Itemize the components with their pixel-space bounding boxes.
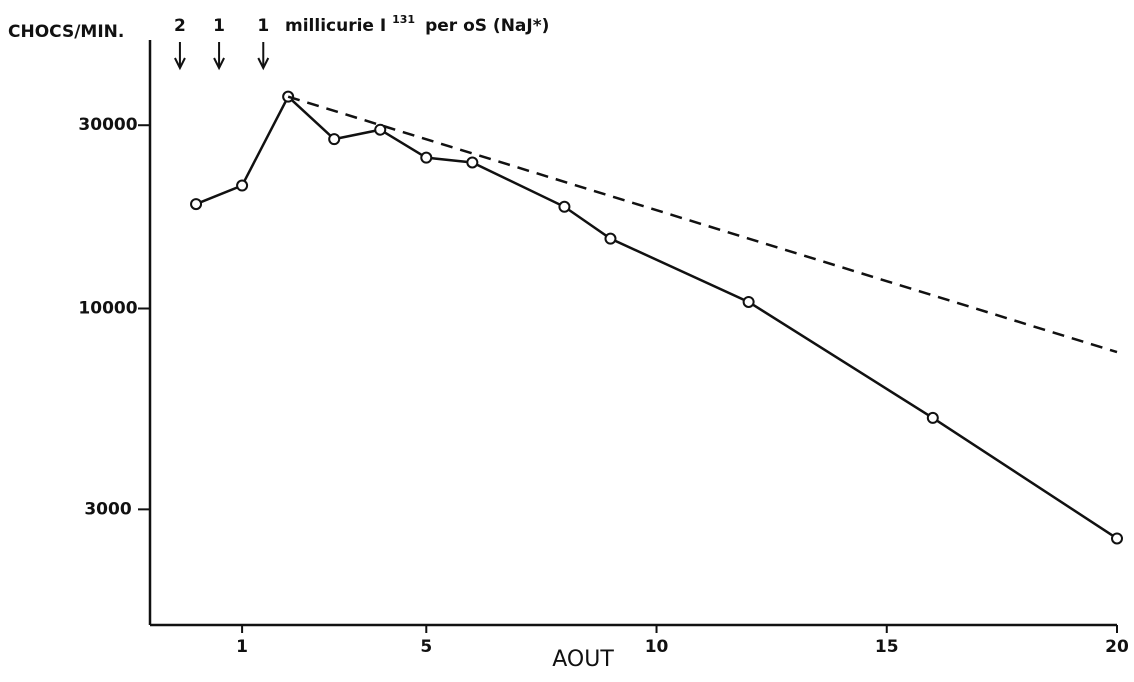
x-tick-label: 5 bbox=[420, 637, 432, 657]
point bbox=[604, 232, 617, 245]
dose-label: 1 bbox=[257, 16, 269, 36]
line bbox=[195, 94, 1118, 540]
dose-text: millicurie I bbox=[285, 16, 392, 36]
point bbox=[190, 198, 203, 211]
point bbox=[1111, 532, 1123, 545]
x-axis-label: AOUT bbox=[552, 647, 614, 672]
point bbox=[374, 123, 387, 136]
x-tick-label: 10 bbox=[645, 637, 669, 657]
x-tick-label: 1 bbox=[236, 637, 248, 657]
point bbox=[466, 156, 479, 169]
x-tick-label: 20 bbox=[1105, 637, 1129, 657]
dose-arrowhead bbox=[174, 57, 186, 71]
y-tick-label: 3000 bbox=[84, 499, 131, 519]
dashed-line bbox=[287, 95, 1118, 354]
point bbox=[926, 411, 939, 424]
point bbox=[742, 295, 755, 308]
y-axis-label: CHOCS/MIN. bbox=[8, 22, 124, 42]
dose-arrowhead bbox=[257, 57, 270, 71]
point bbox=[558, 200, 571, 213]
y-tick-label: 30000 bbox=[78, 115, 137, 135]
point bbox=[328, 133, 341, 146]
point bbox=[236, 179, 249, 192]
x-tick-label: 15 bbox=[875, 637, 899, 657]
dose-label: 2 bbox=[174, 16, 186, 36]
dose-label: 1 bbox=[213, 16, 225, 36]
dose-annotation: millicurie I 131 per oS (NaJ*) bbox=[285, 13, 549, 36]
dose-text-end: per oS (NaJ*) bbox=[425, 16, 549, 36]
dose-sup: 131 bbox=[392, 13, 415, 26]
y-tick-label: 10000 bbox=[78, 299, 137, 319]
point bbox=[420, 151, 433, 164]
dose-arrowhead bbox=[213, 57, 225, 71]
